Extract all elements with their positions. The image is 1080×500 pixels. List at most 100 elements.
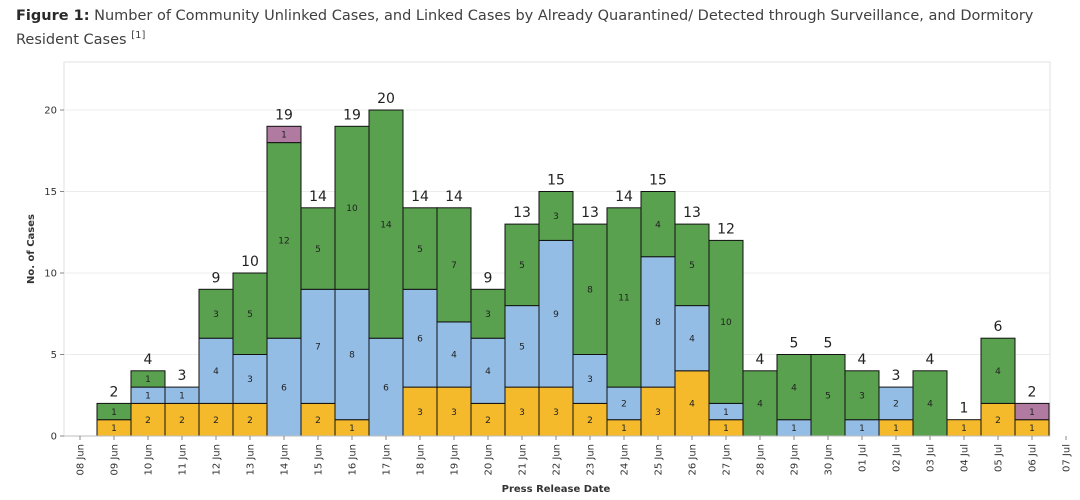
x-tick-label: 10 Jun [144, 444, 155, 476]
segment-value-label: 4 [213, 367, 219, 377]
segment-value-label: 3 [519, 408, 525, 418]
segment-value-label: 3 [417, 408, 423, 418]
segment-value-label: 2 [315, 416, 321, 426]
x-tick-label: 15 Jun [314, 444, 325, 476]
segment-value-label: 2 [213, 416, 219, 426]
segment-value-label: 8 [655, 318, 661, 328]
bar-segment-purple [266, 125, 302, 144]
x-tick-label: 23 Jun [586, 444, 597, 476]
bar-total-label: 9 [212, 270, 221, 286]
segment-value-label: 5 [519, 343, 525, 353]
x-tick-label: 17 Jun [382, 444, 393, 476]
bar-segment-green [912, 370, 948, 437]
bar-total-label: 15 [547, 173, 565, 189]
segment-value-label: 3 [553, 408, 559, 418]
segment-value-label: 2 [179, 416, 185, 426]
bars [96, 109, 1050, 437]
x-tick-label: 16 Jun [348, 444, 359, 476]
bar-total-label: 15 [649, 173, 667, 189]
segment-value-label: 4 [791, 383, 797, 393]
bar-segment-green [232, 272, 268, 355]
segment-value-label: 9 [553, 310, 559, 320]
segment-value-label: 11 [618, 294, 629, 304]
bar-segment-blue [878, 386, 914, 421]
y-tick-label: 15 [44, 187, 57, 198]
x-tick-label: 02 Jul [892, 444, 903, 472]
segment-value-label: 1 [961, 424, 967, 434]
segment-value-label: 1 [723, 408, 729, 418]
bar-total-label: 4 [858, 352, 867, 368]
x-tick-label: 07 Jul [1062, 444, 1073, 472]
segment-value-label: 2 [995, 416, 1001, 426]
x-tick-label: 18 Jun [416, 444, 427, 476]
bar-segment-green [334, 125, 370, 290]
segment-value-label: 5 [417, 245, 423, 255]
x-tick-label: 12 Jun [212, 444, 223, 476]
bar-segment-green [130, 370, 166, 388]
bar-total-label: 1 [960, 401, 969, 417]
segment-value-label: 1 [349, 424, 355, 434]
segment-value-label: 2 [485, 416, 491, 426]
segment-value-label: 5 [825, 391, 831, 401]
bar-total-label: 20 [377, 91, 395, 107]
bar-total-label: 2 [1028, 384, 1037, 400]
x-tick-label: 05 Jul [994, 444, 1005, 472]
x-tick-label: 14 Jun [280, 444, 291, 476]
segment-value-label: 2 [145, 416, 151, 426]
segment-value-label: 1 [145, 391, 151, 401]
bar-segment-green [810, 354, 846, 437]
bar-total-label: 9 [484, 270, 493, 286]
bar-segment-green [436, 207, 472, 323]
x-tick-label: 19 Jun [450, 444, 461, 476]
bar-segment-purple [1014, 402, 1050, 421]
segment-value-label: 7 [451, 261, 457, 271]
segment-value-label: 4 [655, 220, 661, 230]
segment-value-label: 6 [383, 383, 389, 393]
bar-total-label: 3 [892, 368, 901, 384]
bar-total-label: 14 [309, 189, 327, 205]
x-tick-label: 20 Jun [484, 444, 495, 476]
segment-value-label: 3 [247, 375, 253, 385]
figure-footnote: [1] [131, 30, 146, 41]
segment-value-label: 4 [485, 367, 491, 377]
bar-segment-green [606, 207, 642, 388]
segment-value-label: 6 [417, 334, 423, 344]
segment-value-label: 4 [451, 351, 457, 361]
segment-value-label: 1 [145, 375, 151, 385]
segment-value-label: 1 [893, 424, 899, 434]
x-tick-label: 03 Jul [926, 444, 937, 472]
x-tick-label: 25 Jun [654, 444, 665, 476]
bar-total-label: 10 [241, 254, 259, 270]
x-axis-title: Press Release Date [502, 484, 611, 495]
bar-segment-blue [572, 354, 608, 404]
segment-value-label: 2 [247, 416, 253, 426]
bar-segment-blue [674, 305, 710, 372]
x-tick-label: 28 Jun [756, 444, 767, 476]
bar-segment-green [572, 223, 608, 355]
segment-value-label: 1 [859, 424, 865, 434]
bar-segment-blue [640, 256, 676, 388]
bar-segment-yellow [300, 402, 336, 437]
bar-segment-blue [198, 337, 234, 404]
bar-segment-green [674, 223, 710, 307]
segment-value-label: 8 [587, 286, 593, 296]
x-tick-label: 06 Jul [1028, 444, 1039, 472]
bar-segment-blue [300, 288, 336, 404]
segment-value-label: 14 [380, 220, 392, 230]
segment-value-label: 8 [349, 351, 355, 361]
segment-value-label: 2 [893, 400, 899, 410]
segment-value-label: 7 [315, 343, 321, 353]
bar-total-label: 14 [445, 189, 463, 205]
segment-value-label: 3 [587, 375, 593, 385]
segment-value-label: 1 [621, 424, 627, 434]
x-tick-label: 09 Jun [110, 444, 121, 476]
bar-total-label: 4 [144, 352, 153, 368]
bar-total-label: 3 [178, 368, 187, 384]
segment-value-label: 3 [485, 310, 491, 320]
segment-value-label: 10 [346, 204, 358, 214]
bar-total-label: 2 [110, 384, 119, 400]
bar-total-label: 5 [824, 336, 833, 352]
bar-segment-blue [470, 337, 506, 404]
bar-total-label: 5 [790, 336, 799, 352]
figure-title-text: Number of Community Unlinked Cases, and … [16, 8, 1034, 48]
